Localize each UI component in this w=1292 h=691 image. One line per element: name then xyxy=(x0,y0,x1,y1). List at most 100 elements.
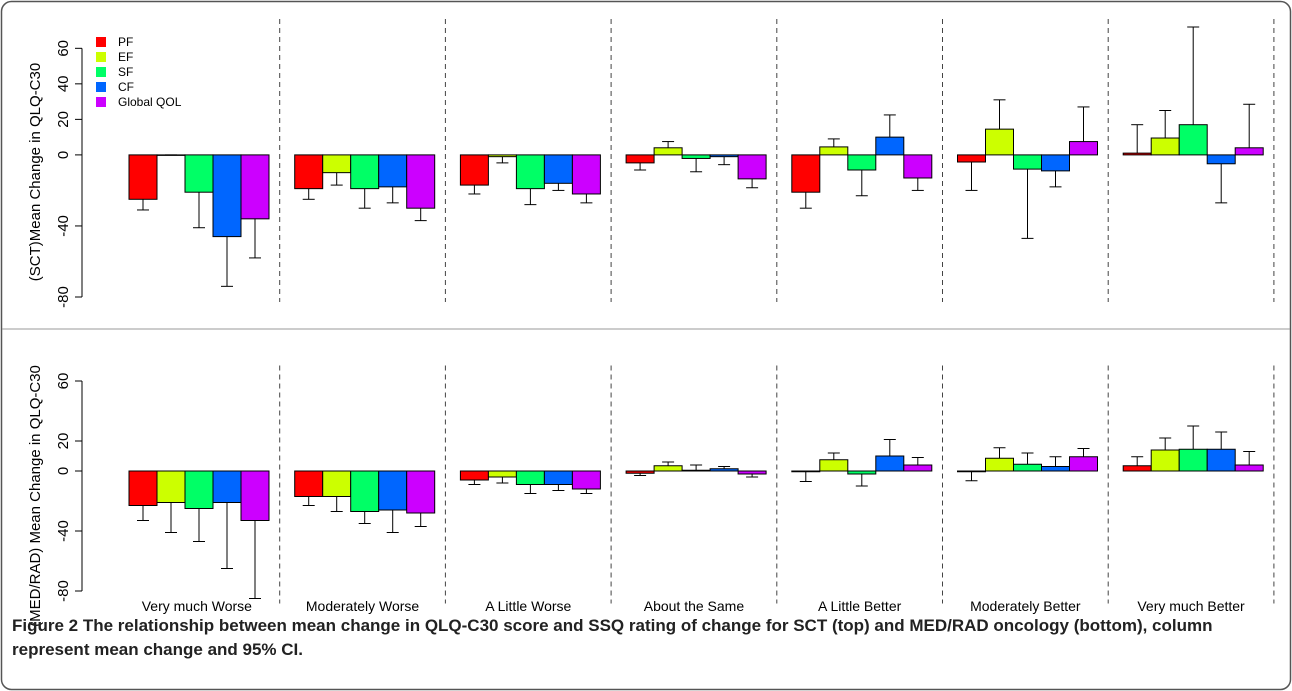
bar xyxy=(653,465,683,472)
y-tick-label: 60 xyxy=(55,373,72,390)
x-tick-label: A Little Better xyxy=(818,598,902,614)
error-bar xyxy=(414,208,427,222)
y-axis-title: (MED/RAD) Mean Change in QLQ-C30 xyxy=(27,365,44,627)
bar xyxy=(1122,465,1152,472)
bar xyxy=(1206,154,1236,165)
y-tick-label: -40 xyxy=(55,520,72,542)
bar xyxy=(543,154,573,184)
error-bar xyxy=(414,513,427,527)
caption: Figure 2 The relationship between mean c… xyxy=(12,614,1252,662)
error-bar xyxy=(883,114,896,138)
bar xyxy=(847,470,877,475)
error-bar xyxy=(965,162,978,191)
error-bar xyxy=(552,183,565,191)
error-bar xyxy=(718,156,731,166)
error-bar xyxy=(330,172,343,186)
x-tick-label: Moderately Better xyxy=(970,598,1081,614)
error-bar xyxy=(634,162,647,171)
bar xyxy=(378,470,408,511)
bar xyxy=(985,457,1014,472)
error-bar xyxy=(496,156,509,164)
bar xyxy=(543,470,573,485)
error-bar xyxy=(137,505,149,521)
error-bar xyxy=(911,457,924,465)
error-bar xyxy=(193,508,205,542)
bar xyxy=(184,154,214,193)
error-bar xyxy=(496,477,509,484)
bar xyxy=(1234,464,1264,472)
legend-swatch xyxy=(96,37,106,47)
bar xyxy=(487,154,517,158)
bar xyxy=(515,154,545,190)
y-tick-label: 60 xyxy=(55,40,72,57)
bar xyxy=(378,154,408,188)
bar xyxy=(294,470,324,497)
error-bar xyxy=(302,188,315,200)
error-bar xyxy=(855,169,868,197)
error-bar xyxy=(524,188,537,206)
error-bar xyxy=(827,452,840,460)
bar xyxy=(681,154,711,159)
bar xyxy=(128,470,158,506)
bar xyxy=(1150,449,1180,472)
error-bar xyxy=(1021,452,1034,465)
bar xyxy=(156,470,186,503)
y-tick-label: 40 xyxy=(55,75,72,92)
error-bar xyxy=(1131,456,1144,466)
legend-swatch xyxy=(96,67,106,77)
bar xyxy=(903,464,933,472)
error-bar xyxy=(468,185,481,195)
error-bar xyxy=(358,188,371,209)
error-bar xyxy=(965,471,978,482)
error-bar xyxy=(386,510,399,533)
bar xyxy=(847,154,877,171)
bar xyxy=(681,469,711,472)
error-bar xyxy=(1187,425,1200,450)
error-bar xyxy=(165,502,177,533)
x-tick-label: About the Same xyxy=(644,598,745,614)
error-bar xyxy=(221,236,233,287)
error-bar xyxy=(1021,169,1034,239)
x-tick-label: Moderately Worse xyxy=(306,598,420,614)
caption-label: Figure 2 xyxy=(12,616,79,635)
error-bar xyxy=(911,177,924,191)
error-bar xyxy=(746,178,759,189)
bar xyxy=(487,470,517,478)
error-bar xyxy=(137,199,149,211)
error-bar xyxy=(580,489,593,494)
bar xyxy=(875,455,905,472)
error-bar xyxy=(524,484,537,494)
error-bar xyxy=(883,439,896,456)
bar xyxy=(875,136,905,156)
error-bar xyxy=(580,193,593,204)
bar xyxy=(240,470,270,521)
legend-swatch xyxy=(96,52,106,62)
y-tick-label: 0 xyxy=(55,151,72,159)
bar xyxy=(1013,154,1042,170)
y-tick-label: 0 xyxy=(55,467,72,475)
error-bar xyxy=(1159,109,1172,139)
bar xyxy=(128,154,158,200)
bar xyxy=(459,470,489,481)
bar xyxy=(459,154,489,186)
bar xyxy=(240,154,270,220)
error-bar xyxy=(993,447,1006,459)
bar xyxy=(406,154,436,209)
error-bar xyxy=(1049,456,1062,467)
bar xyxy=(406,470,436,514)
error-bar xyxy=(799,192,812,209)
error-bar xyxy=(827,138,840,147)
bar xyxy=(1069,141,1098,156)
bar xyxy=(1178,124,1208,156)
error-bar xyxy=(552,484,565,491)
legend-label: Global QOL xyxy=(118,95,182,109)
bar xyxy=(350,154,380,190)
bar xyxy=(791,154,821,193)
error-bar xyxy=(1159,437,1172,450)
bar xyxy=(184,470,214,509)
error-bar xyxy=(993,99,1006,130)
error-bar xyxy=(662,141,675,148)
bar xyxy=(709,468,739,472)
error-bar xyxy=(302,496,315,506)
